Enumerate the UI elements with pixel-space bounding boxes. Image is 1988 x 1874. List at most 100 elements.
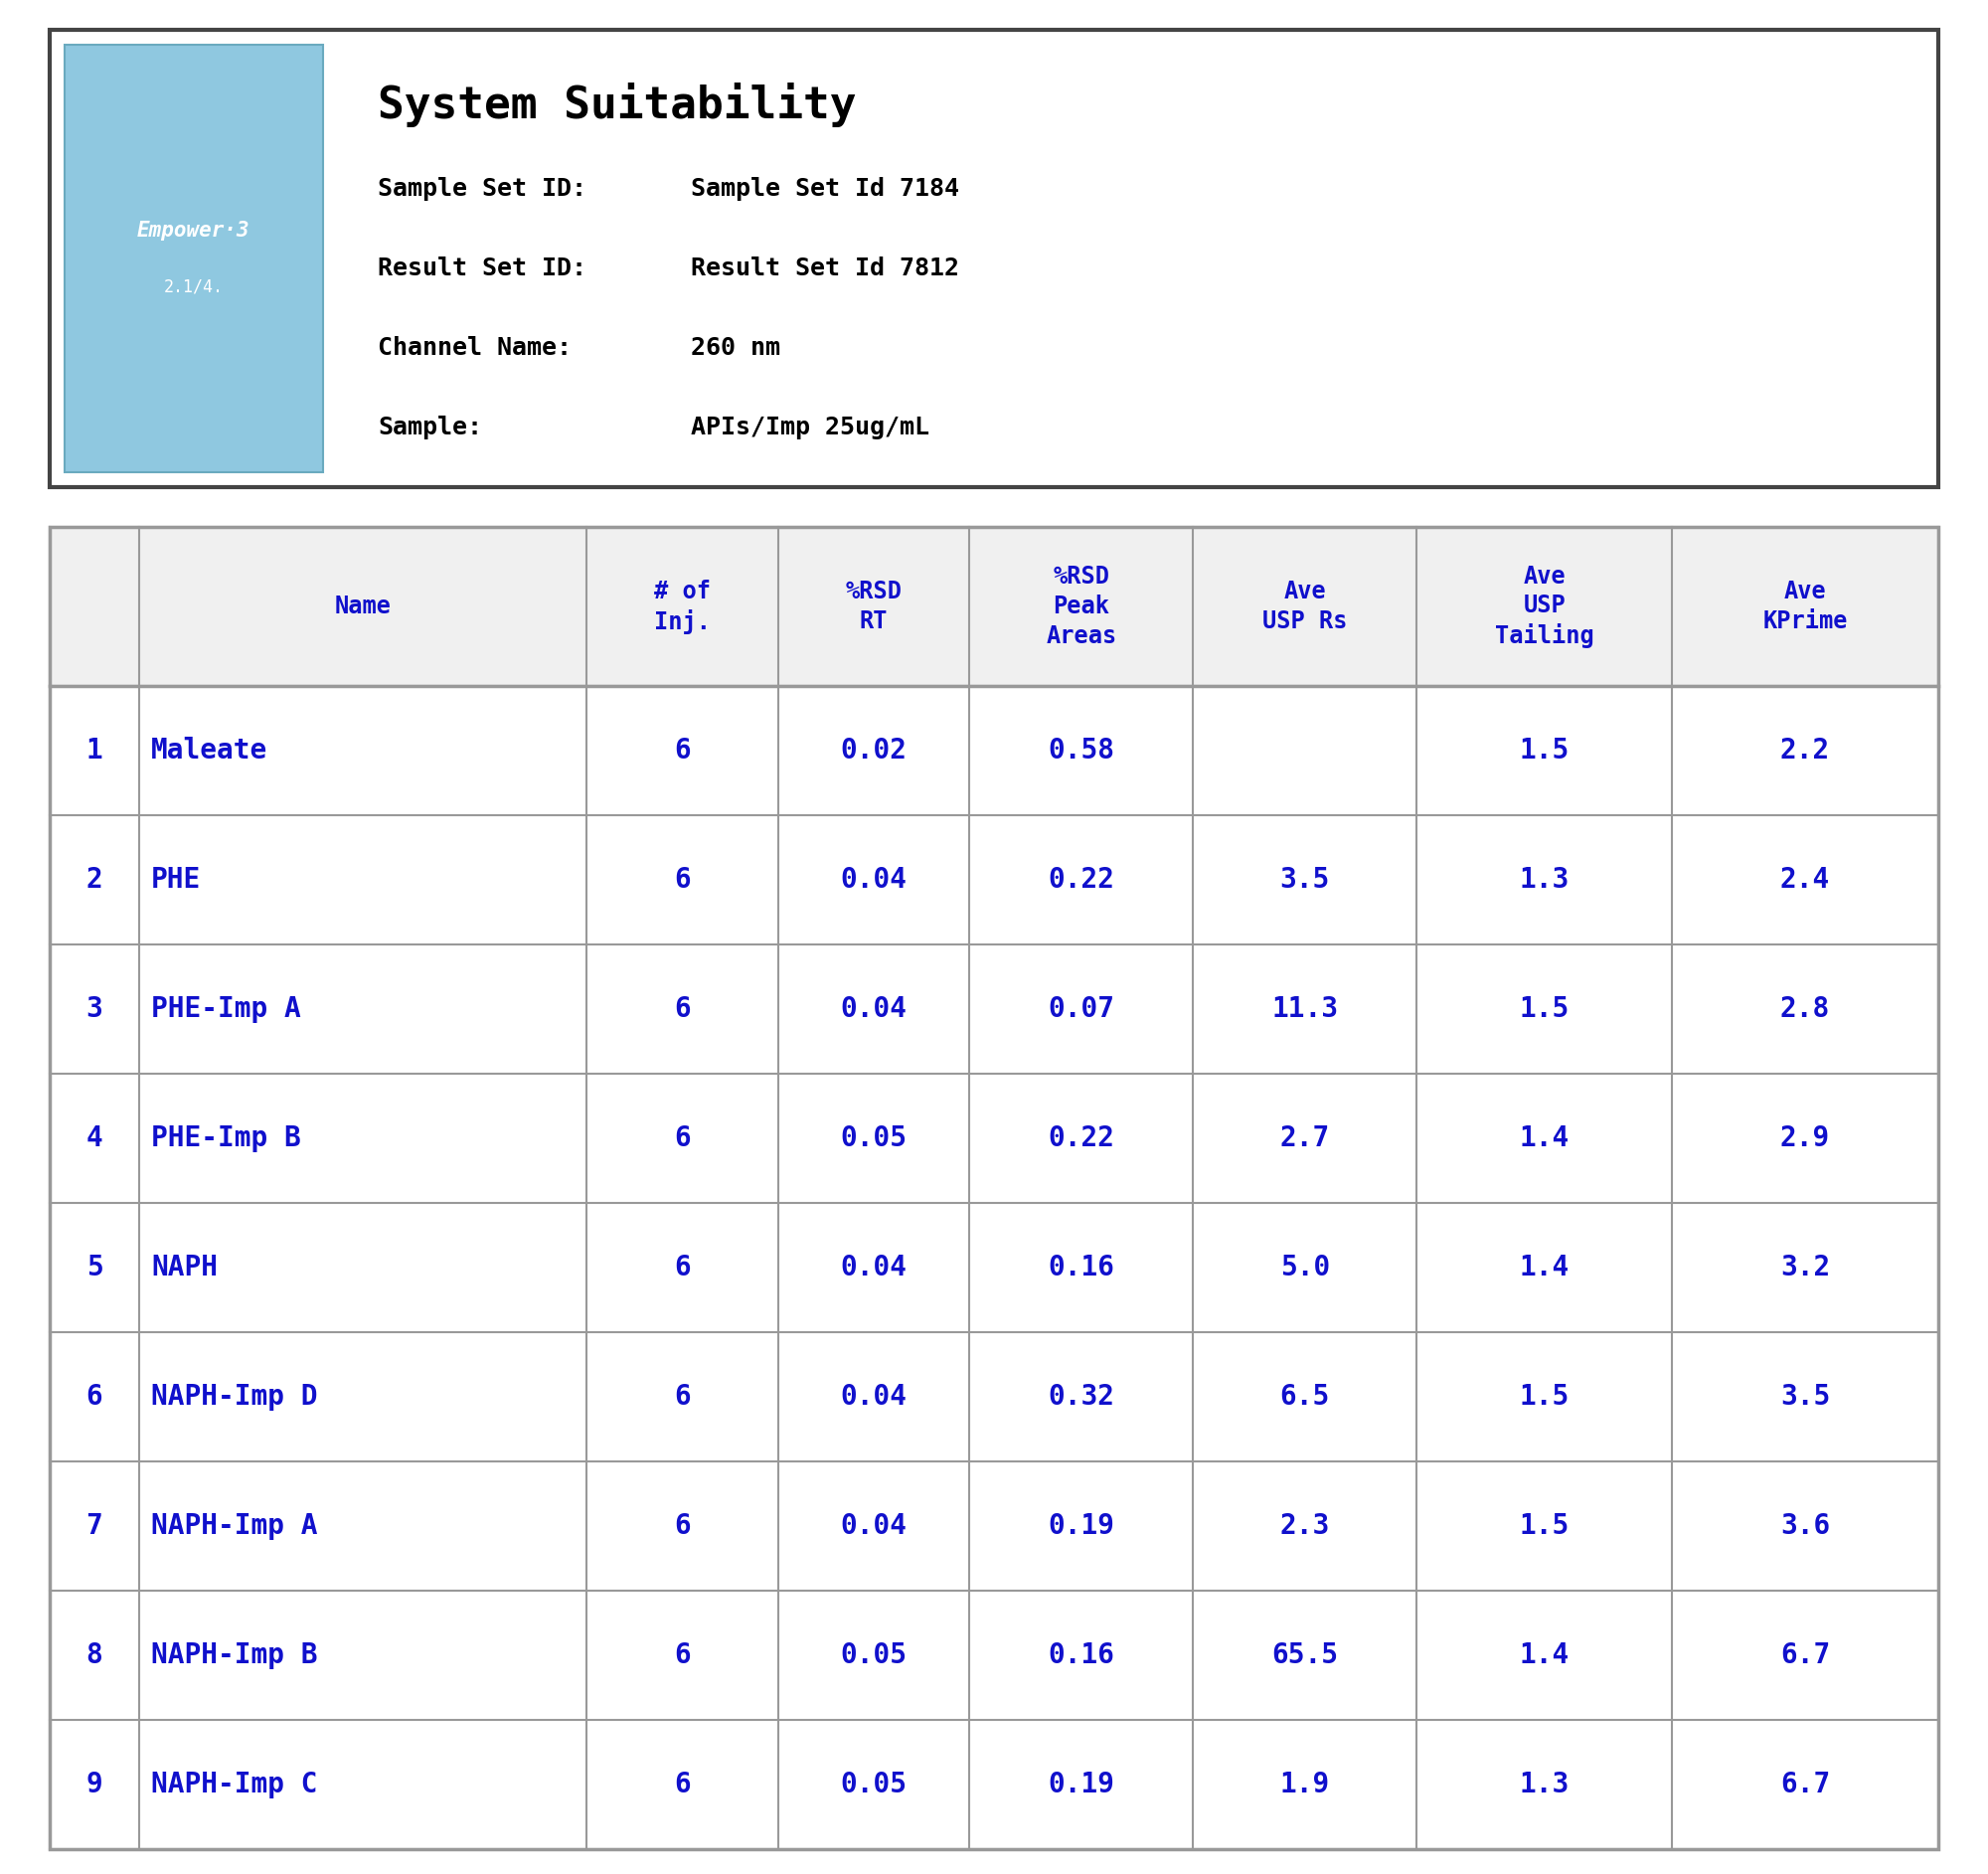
Text: 6: 6 (85, 1383, 103, 1411)
Bar (50, 1332, 1938, 1462)
Text: 0.58: 0.58 (1048, 736, 1115, 765)
Text: 2.2: 2.2 (1779, 736, 1831, 765)
Text: NAPH-Imp D: NAPH-Imp D (151, 1383, 318, 1411)
Text: 3: 3 (85, 995, 103, 1023)
Text: 0.22: 0.22 (1048, 866, 1115, 894)
Text: 0.05: 0.05 (841, 1642, 907, 1670)
Text: NAPH-Imp B: NAPH-Imp B (151, 1642, 318, 1670)
Text: 2.8: 2.8 (1779, 995, 1831, 1023)
Text: 1: 1 (85, 736, 103, 765)
Text: 0.16: 0.16 (1048, 1254, 1115, 1282)
Text: Result Set Id 7812: Result Set Id 7812 (692, 257, 958, 281)
Text: APIs/Imp 25ug/mL: APIs/Imp 25ug/mL (692, 416, 930, 439)
Text: 6.7: 6.7 (1779, 1771, 1831, 1799)
Text: 1.3: 1.3 (1519, 866, 1569, 894)
Bar (50, 815, 1938, 944)
Text: 2.4: 2.4 (1779, 866, 1831, 894)
Text: 0.04: 0.04 (841, 866, 907, 894)
Text: 260 nm: 260 nm (692, 335, 779, 360)
Text: 3.2: 3.2 (1779, 1254, 1831, 1282)
Bar (50, 30, 1938, 487)
Text: 5.0: 5.0 (1280, 1254, 1330, 1282)
Text: 3.5: 3.5 (1280, 866, 1330, 894)
Bar (50, 1462, 1938, 1591)
Text: Sample:: Sample: (378, 416, 481, 439)
Text: 0.04: 0.04 (841, 1383, 907, 1411)
Text: 0.04: 0.04 (841, 995, 907, 1023)
Text: Sample Set ID:: Sample Set ID: (378, 176, 586, 201)
Bar (50, 1591, 1938, 1720)
Text: 0.22: 0.22 (1048, 1124, 1115, 1153)
Text: 0.04: 0.04 (841, 1254, 907, 1282)
Text: Ave
USP
Tailing: Ave USP Tailing (1495, 564, 1594, 648)
Text: 0.19: 0.19 (1048, 1512, 1115, 1540)
Text: %RSD
RT: %RSD RT (845, 579, 903, 633)
Text: 3.6: 3.6 (1779, 1512, 1831, 1540)
Text: 2.7: 2.7 (1280, 1124, 1330, 1153)
Text: 8: 8 (85, 1642, 103, 1670)
Bar (50, 1203, 1938, 1332)
Text: 6: 6 (674, 1383, 690, 1411)
Text: 6: 6 (674, 1512, 690, 1540)
Text: 65.5: 65.5 (1272, 1642, 1338, 1670)
Text: 2.9: 2.9 (1779, 1124, 1831, 1153)
Text: Ave
USP Rs: Ave USP Rs (1262, 579, 1348, 633)
Text: 6: 6 (674, 995, 690, 1023)
Text: System Suitability: System Suitability (378, 82, 857, 127)
Text: NAPH-Imp C: NAPH-Imp C (151, 1771, 318, 1799)
Text: 1.5: 1.5 (1519, 995, 1569, 1023)
Text: 1.3: 1.3 (1519, 1771, 1569, 1799)
Text: 0.16: 0.16 (1048, 1642, 1115, 1670)
Text: 2.1/4.: 2.1/4. (163, 277, 223, 296)
Text: 6: 6 (674, 1771, 690, 1799)
Bar (50, 686, 1938, 815)
Text: 2: 2 (85, 866, 103, 894)
Text: 2.3: 2.3 (1280, 1512, 1330, 1540)
Text: PHE-Imp A: PHE-Imp A (151, 995, 300, 1023)
Text: Ave
KPrime: Ave KPrime (1763, 579, 1847, 633)
Text: 1.5: 1.5 (1519, 1383, 1569, 1411)
Text: 0.05: 0.05 (841, 1771, 907, 1799)
Text: 6.7: 6.7 (1779, 1642, 1831, 1670)
Text: 0.02: 0.02 (841, 736, 907, 765)
Text: PHE-Imp B: PHE-Imp B (151, 1124, 300, 1153)
Text: 0.07: 0.07 (1048, 995, 1115, 1023)
Text: Result Set ID:: Result Set ID: (378, 257, 586, 281)
Bar (50, 527, 1938, 686)
Text: 1.5: 1.5 (1519, 736, 1569, 765)
Text: 7: 7 (85, 1512, 103, 1540)
Text: 9: 9 (85, 1771, 103, 1799)
Text: 6: 6 (674, 1254, 690, 1282)
Text: # of
Inj.: # of Inj. (654, 579, 710, 633)
Text: 6: 6 (674, 866, 690, 894)
Text: 1.4: 1.4 (1519, 1254, 1569, 1282)
Text: 6: 6 (674, 1642, 690, 1670)
Text: 1.4: 1.4 (1519, 1124, 1569, 1153)
Text: 6: 6 (674, 736, 690, 765)
Text: 0.32: 0.32 (1048, 1383, 1115, 1411)
Text: 1.9: 1.9 (1280, 1771, 1330, 1799)
Text: Channel Name:: Channel Name: (378, 335, 573, 360)
Text: 0.19: 0.19 (1048, 1771, 1115, 1799)
Text: Maleate: Maleate (151, 736, 268, 765)
Text: 6: 6 (674, 1124, 690, 1153)
Text: 0.04: 0.04 (841, 1512, 907, 1540)
Text: 6.5: 6.5 (1280, 1383, 1330, 1411)
Text: %RSD
Peak
Areas: %RSD Peak Areas (1046, 564, 1117, 648)
Bar (64, 45, 322, 472)
Bar (50, 944, 1938, 1074)
Bar (50, 1720, 1938, 1850)
Text: 3.5: 3.5 (1779, 1383, 1831, 1411)
Bar (50, 527, 1938, 1850)
Bar (50, 1074, 1938, 1203)
Text: 1.4: 1.4 (1519, 1642, 1569, 1670)
Text: 11.3: 11.3 (1272, 995, 1338, 1023)
Text: PHE: PHE (151, 866, 201, 894)
Text: Name: Name (334, 594, 392, 618)
Text: 0.05: 0.05 (841, 1124, 907, 1153)
Text: 4: 4 (85, 1124, 103, 1153)
Text: 1.5: 1.5 (1519, 1512, 1569, 1540)
Text: 5: 5 (85, 1254, 103, 1282)
Text: NAPH-Imp A: NAPH-Imp A (151, 1512, 318, 1540)
Text: NAPH: NAPH (151, 1254, 217, 1282)
